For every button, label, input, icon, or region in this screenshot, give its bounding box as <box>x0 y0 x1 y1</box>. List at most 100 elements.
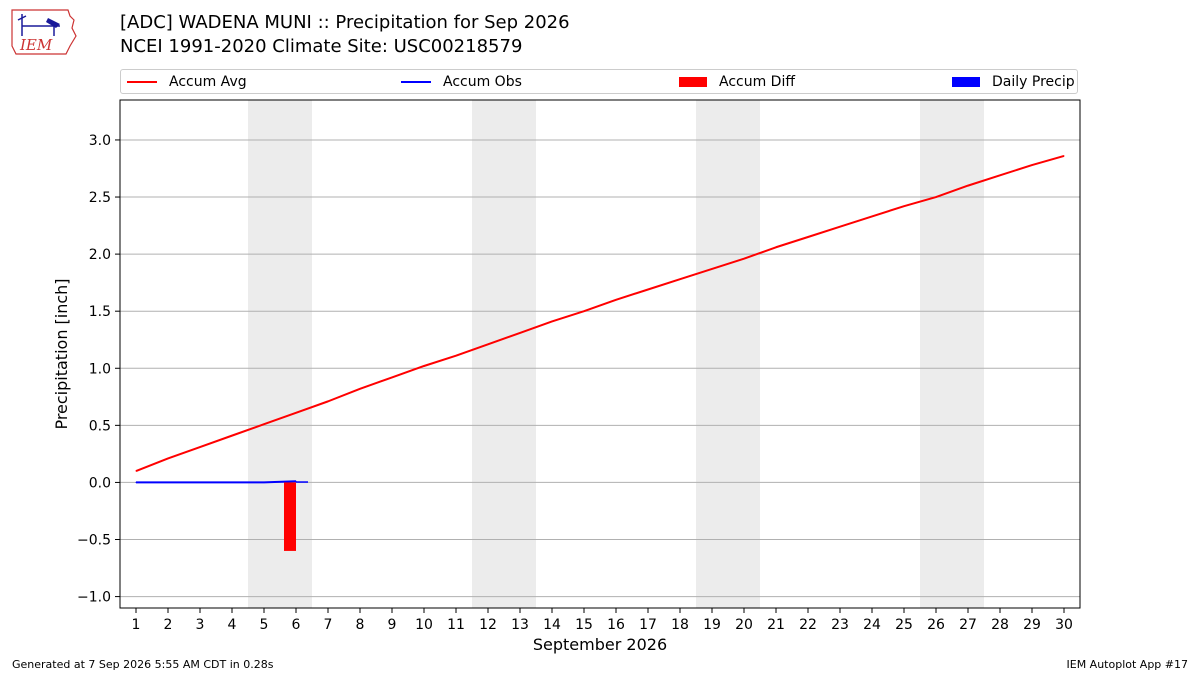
y-tick-label: 3.0 <box>89 133 111 149</box>
x-tick-label: 1 <box>132 617 141 633</box>
x-axis-label: September 2026 <box>533 635 667 654</box>
legend: Accum Avg Accum Obs Accum Diff Daily Pre… <box>120 69 1078 94</box>
x-tick-label: 26 <box>927 617 945 633</box>
x-tick-label: 28 <box>991 617 1009 633</box>
x-tick-label: 10 <box>415 617 433 633</box>
x-tick-label: 22 <box>799 617 817 633</box>
accum-avg-point <box>583 310 585 312</box>
weekend-band <box>920 100 984 608</box>
y-axis-label: Precipitation [inch] <box>52 278 71 429</box>
chart-title: [ADC] WADENA MUNI :: Precipitation for S… <box>120 12 570 33</box>
accum-obs-point <box>167 481 169 483</box>
accum-avg-point <box>551 320 553 322</box>
accum-obs-point <box>263 481 265 483</box>
accum-obs-point <box>135 481 137 483</box>
y-tick-label: 1.0 <box>89 361 111 377</box>
accum-avg-point <box>1063 155 1065 157</box>
accum-avg-point <box>263 423 265 425</box>
accum-avg-point <box>775 246 777 248</box>
accum-diff-bar <box>284 482 296 551</box>
x-tick-label: 23 <box>831 617 849 633</box>
plot-frame <box>119 99 1081 609</box>
accum-avg-point <box>135 470 137 472</box>
accum-avg-point <box>743 258 745 260</box>
x-tick-label: 24 <box>863 617 881 633</box>
x-tick-label: 20 <box>735 617 753 633</box>
weekend-band <box>696 100 760 608</box>
accum-avg-point <box>167 457 169 459</box>
x-tick-label: 15 <box>575 617 593 633</box>
x-tick-label: 29 <box>1023 617 1041 633</box>
footer-generated: Generated at 7 Sep 2026 5:55 AM CDT in 0… <box>12 658 274 671</box>
x-tick-label: 7 <box>324 617 333 633</box>
iem-logo: IEM <box>11 9 77 55</box>
x-tick-label: 4 <box>228 617 237 633</box>
accum-avg-point <box>679 278 681 280</box>
x-tick-label: 8 <box>356 617 365 633</box>
x-tick-label: 9 <box>388 617 397 633</box>
accum-obs-point <box>231 481 233 483</box>
legend-swatch-accum-obs <box>401 80 431 83</box>
accum-avg-point <box>711 268 713 270</box>
x-tick-label: 2 <box>164 617 173 633</box>
accum-obs-line <box>136 480 297 484</box>
accum-avg-point <box>647 289 649 291</box>
x-tick-label: 18 <box>671 617 689 633</box>
accum-avg-point <box>1031 164 1033 166</box>
accum-avg-point <box>391 376 393 378</box>
daily-precip-bar <box>296 481 308 483</box>
legend-swatch-accum-diff <box>679 76 707 87</box>
legend-item-accum-avg: Accum Avg <box>127 70 247 93</box>
y-tick-label: 1.5 <box>89 304 111 320</box>
accum-avg-point <box>327 400 329 402</box>
x-tick-label: 17 <box>639 617 657 633</box>
y-tick-label: 0.5 <box>89 418 111 434</box>
accum-avg-line <box>135 154 1065 472</box>
y-tick-label: −1.0 <box>77 590 111 606</box>
accum-avg-point <box>423 365 425 367</box>
accum-avg-point <box>871 215 873 217</box>
x-tick-label: 11 <box>447 617 465 633</box>
chart-subtitle: NCEI 1991-2020 Climate Site: USC00218579 <box>120 36 523 57</box>
x-tick-label: 6 <box>292 617 301 633</box>
y-tick-label: −0.5 <box>77 533 111 549</box>
legend-item-accum-obs: Accum Obs <box>401 70 522 93</box>
accum-avg-point <box>231 435 233 437</box>
accum-avg-point <box>807 236 809 238</box>
legend-item-accum-diff: Accum Diff <box>679 70 795 93</box>
accum-obs-point <box>199 481 201 483</box>
x-tick-label: 25 <box>895 617 913 633</box>
legend-label: Accum Avg <box>169 73 247 90</box>
accum-avg-point <box>903 205 905 207</box>
legend-label: Daily Precip <box>992 73 1075 90</box>
accum-avg-point <box>839 226 841 228</box>
y-tick-label: 2.0 <box>89 247 111 263</box>
accum-avg-point <box>615 299 617 301</box>
legend-label: Accum Obs <box>443 73 522 90</box>
accum-avg-point <box>295 412 297 414</box>
accum-avg-point <box>999 174 1001 176</box>
x-tick-label: 21 <box>767 617 785 633</box>
accum-avg-point <box>199 446 201 448</box>
legend-item-daily-precip: Daily Precip <box>952 70 1075 93</box>
x-tick-label: 5 <box>260 617 269 633</box>
x-tick-label: 13 <box>511 617 529 633</box>
x-tick-label: 19 <box>703 617 721 633</box>
accum-avg-point <box>967 185 969 187</box>
legend-swatch-accum-avg <box>127 80 157 83</box>
x-tick-label: 3 <box>196 617 205 633</box>
y-tick-label: 0.0 <box>89 475 111 491</box>
x-tick-label: 16 <box>607 617 625 633</box>
x-tick-label: 14 <box>543 617 561 633</box>
logo-text: IEM <box>19 36 53 54</box>
x-tick-label: 27 <box>959 617 977 633</box>
accum-avg-point <box>359 388 361 390</box>
legend-swatch-daily-precip <box>952 76 980 87</box>
accum-avg-point <box>455 355 457 357</box>
x-tick-label: 30 <box>1055 617 1073 633</box>
weekend-band <box>472 100 536 608</box>
accum-avg-point <box>519 332 521 334</box>
footer-app: IEM Autoplot App #17 <box>1066 658 1189 671</box>
accum-avg-point <box>935 196 937 198</box>
